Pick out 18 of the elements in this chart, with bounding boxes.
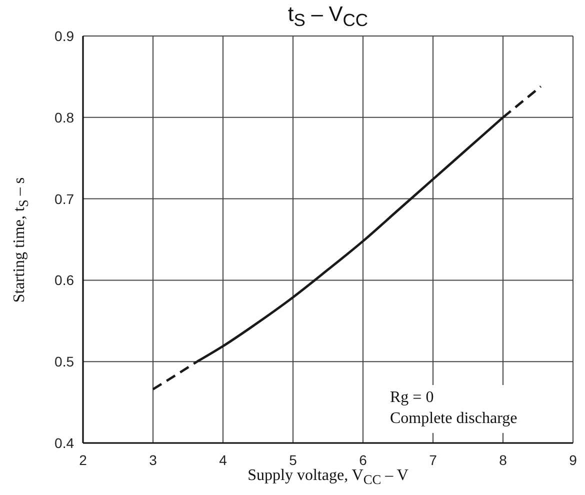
x-tick-label: 9: [569, 452, 578, 468]
x-tick-label: 7: [429, 452, 438, 468]
x-tick-label: 4: [219, 452, 228, 468]
y-tick-label: 0.9: [54, 28, 74, 44]
y-tick-label: 0.6: [54, 272, 74, 288]
chart-title: t$_{S}$ – V$_{CC}$: [286, 2, 370, 32]
x-tick-label: 2: [79, 452, 88, 468]
y-tick-label: 0.4: [54, 434, 74, 451]
y-tick-label: 0.7: [54, 190, 74, 207]
annotation: Complete discharge: [390, 409, 518, 429]
x-tick-label: 5: [289, 452, 298, 468]
y-tick-label: 0.8: [54, 109, 74, 126]
x-tick-label: 6: [359, 452, 368, 468]
y-tick-label: 0.5: [54, 354, 74, 370]
x-tick-label: 3: [149, 452, 158, 468]
annotation: Rg = 0: [390, 388, 435, 408]
x-tick-label: 8: [499, 452, 508, 468]
x-axis-title: Supply voltage, V$_{CC}$ – V: [246, 466, 410, 490]
